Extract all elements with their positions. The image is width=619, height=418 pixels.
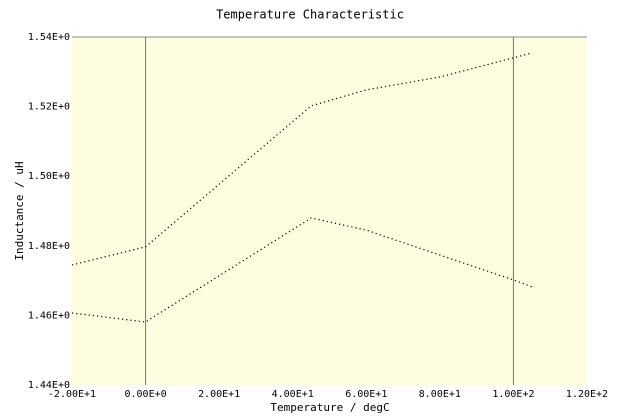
y-tick-label: 1.48E+0: [28, 241, 70, 252]
x-tick-label: 1.20E+2: [566, 389, 608, 400]
plot-area: [72, 37, 587, 385]
x-tick-label: 1.00E+2: [492, 389, 534, 400]
y-tick-label: 1.50E+0: [28, 171, 70, 182]
y-tick-label: 1.46E+0: [28, 310, 70, 321]
x-tick-label: 2.00E+1: [198, 389, 240, 400]
x-tick-label: 4.00E+1: [272, 389, 314, 400]
y-tick-label: 1.54E+0: [28, 32, 70, 43]
x-tick-label: 6.00E+1: [345, 389, 387, 400]
x-tick-label: 0.00E+0: [124, 389, 166, 400]
y-tick-label: 1.52E+0: [28, 102, 70, 113]
chart-title: Temperature Characteristic: [216, 8, 404, 22]
x-tick-label: 8.00E+1: [419, 389, 461, 400]
y-axis-title: Inductance / uH: [13, 161, 26, 260]
series-line: [71, 52, 532, 266]
x-axis-title: Temperature / degC: [270, 401, 389, 414]
x-tick-label: -2.00E+1: [48, 389, 96, 400]
y-tick-label: 1.44E+0: [28, 380, 70, 391]
